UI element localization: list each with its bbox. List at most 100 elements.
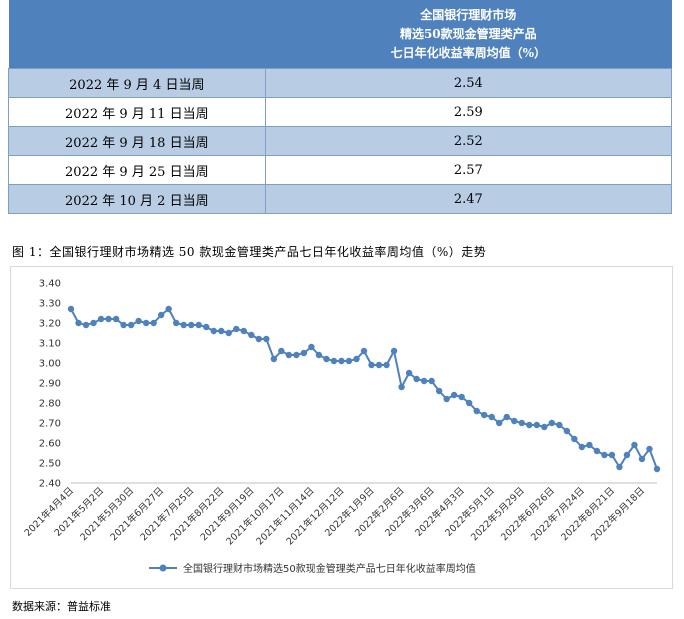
data-point: [97, 315, 105, 323]
data-point: [285, 351, 293, 359]
data-point: [142, 319, 150, 327]
data-point: [541, 423, 548, 431]
data-point: [458, 393, 465, 401]
data-point: [616, 463, 623, 471]
x-axis: 2021年4月4日2021年5月2日2021年5月30日2021年6月27日20…: [22, 482, 657, 547]
data-point: [225, 329, 232, 337]
chart-frame: 3.40 3.30 3.20 3.10 3.00 2.90 2.80 2.70 2.60 2.50…: [10, 266, 673, 589]
data-point: [270, 355, 278, 363]
data-point: [578, 443, 586, 451]
value-cell: 2.52: [264, 126, 673, 156]
x-tick-label: 2021年7月25日: [138, 485, 197, 544]
data-point: [435, 387, 443, 395]
data-point: [105, 315, 112, 323]
data-point: [75, 319, 82, 327]
data-point: [157, 311, 165, 319]
data-point: [496, 419, 503, 427]
data-point: [82, 321, 90, 329]
y-tick-label: 2.40: [39, 479, 61, 490]
data-point: [571, 435, 578, 443]
table-row: 2022 年 9 月 11 日当周 2.59: [8, 97, 673, 127]
data-point: [428, 377, 435, 385]
value-cell: 2.54: [264, 68, 673, 98]
header-line: 七日年化收益率周均值（%）: [390, 45, 547, 60]
data-point: [188, 321, 195, 329]
y-tick-label: 3.40: [39, 279, 61, 290]
data-point: [345, 357, 353, 365]
table-row: 2022 年 9 月 18 日当周 2.52: [8, 126, 673, 156]
data-point: [255, 335, 263, 343]
data-point: [405, 369, 413, 377]
data-point: [278, 347, 285, 355]
x-tick-label: 2022年5月29日: [468, 485, 527, 544]
data-point: [563, 427, 571, 435]
week-cell: 2022 年 9 月 18 日当周: [8, 126, 266, 156]
data-point: [248, 331, 255, 339]
data-point: [593, 447, 601, 455]
y-tick-label: 2.50: [39, 459, 61, 470]
x-tick-label: 2022年8月21日: [558, 485, 617, 544]
legend-marker-icon: [159, 564, 167, 572]
data-point: [240, 327, 247, 335]
week-cell: 2022 年 9 月 4 日当周: [8, 68, 266, 98]
series-line: [70, 307, 658, 470]
data-point: [518, 419, 525, 427]
y-tick-label: 2.70: [39, 419, 61, 430]
y-axis: 3.40 3.30 3.20 3.10 3.00 2.90 2.80 2.70 2.60 2.50…: [39, 279, 61, 490]
data-point: [67, 305, 75, 313]
x-tick-label: 2021年9月19日: [198, 485, 257, 544]
data-point: [631, 441, 638, 449]
data-point: [511, 417, 518, 425]
data-point: [481, 411, 488, 419]
data-point: [150, 319, 157, 327]
data-point: [586, 441, 593, 449]
week-cell: 2022 年 9 月 25 日当周: [8, 155, 266, 185]
data-point: [210, 327, 217, 335]
x-tick-label: 2021年8月22日: [168, 485, 227, 544]
table-row: 2022 年 9 月 25 日当周 2.57: [8, 155, 673, 185]
data-point: [90, 319, 97, 327]
data-point: [465, 399, 473, 407]
data-point: [383, 361, 390, 369]
data-point: [127, 321, 135, 329]
y-tick-label: 2.90: [39, 379, 61, 390]
rate-table: 全国银行理财市场 精选50款现金管理类产品 七日年化收益率周均值（%） 2022…: [8, 0, 673, 214]
header-line: 全国银行理财市场: [420, 7, 517, 22]
data-point: [360, 347, 368, 355]
data-point: [368, 361, 375, 369]
data-point: [398, 383, 405, 391]
y-tick-label: 3.10: [39, 339, 61, 350]
data-point: [165, 305, 172, 313]
data-point: [375, 361, 383, 369]
data-point: [601, 451, 608, 459]
data-point: [623, 451, 631, 459]
data-point: [646, 445, 653, 453]
y-tick-label: 3.30: [39, 299, 61, 310]
data-point: [263, 335, 270, 343]
data-point: [450, 391, 458, 399]
data-point: [172, 319, 180, 327]
table-row: 2022 年 10 月 2 日当周 2.47: [8, 184, 673, 214]
data-point: [653, 465, 661, 473]
data-point: [413, 375, 420, 383]
figure-caption: 图 1：全国银行理财市场精选 50 款现金管理类产品七日年化收益率周均值（%）走…: [12, 245, 487, 259]
data-point: [443, 395, 450, 403]
data-point: [293, 351, 300, 359]
data-point: [526, 421, 533, 429]
value-cell: 2.57: [264, 155, 673, 185]
x-tick-label: 2022年6月26日: [498, 485, 557, 544]
data-source: 数据来源：普益标准: [12, 600, 111, 613]
x-tick-label: 2022年7月24日: [528, 485, 587, 544]
data-point: [608, 451, 616, 459]
data-point: [308, 343, 315, 351]
data-point: [203, 323, 210, 331]
value-cell: 2.47: [264, 184, 673, 214]
data-point: [420, 377, 428, 385]
data-point: [548, 419, 556, 427]
x-tick-label: 2022年9月18日: [589, 485, 648, 544]
data-point: [233, 325, 240, 333]
data-point: [353, 355, 360, 363]
y-tick-label: 3.20: [39, 319, 61, 330]
data-point: [473, 407, 480, 415]
header-line: 精选50款现金管理类产品: [399, 26, 537, 41]
